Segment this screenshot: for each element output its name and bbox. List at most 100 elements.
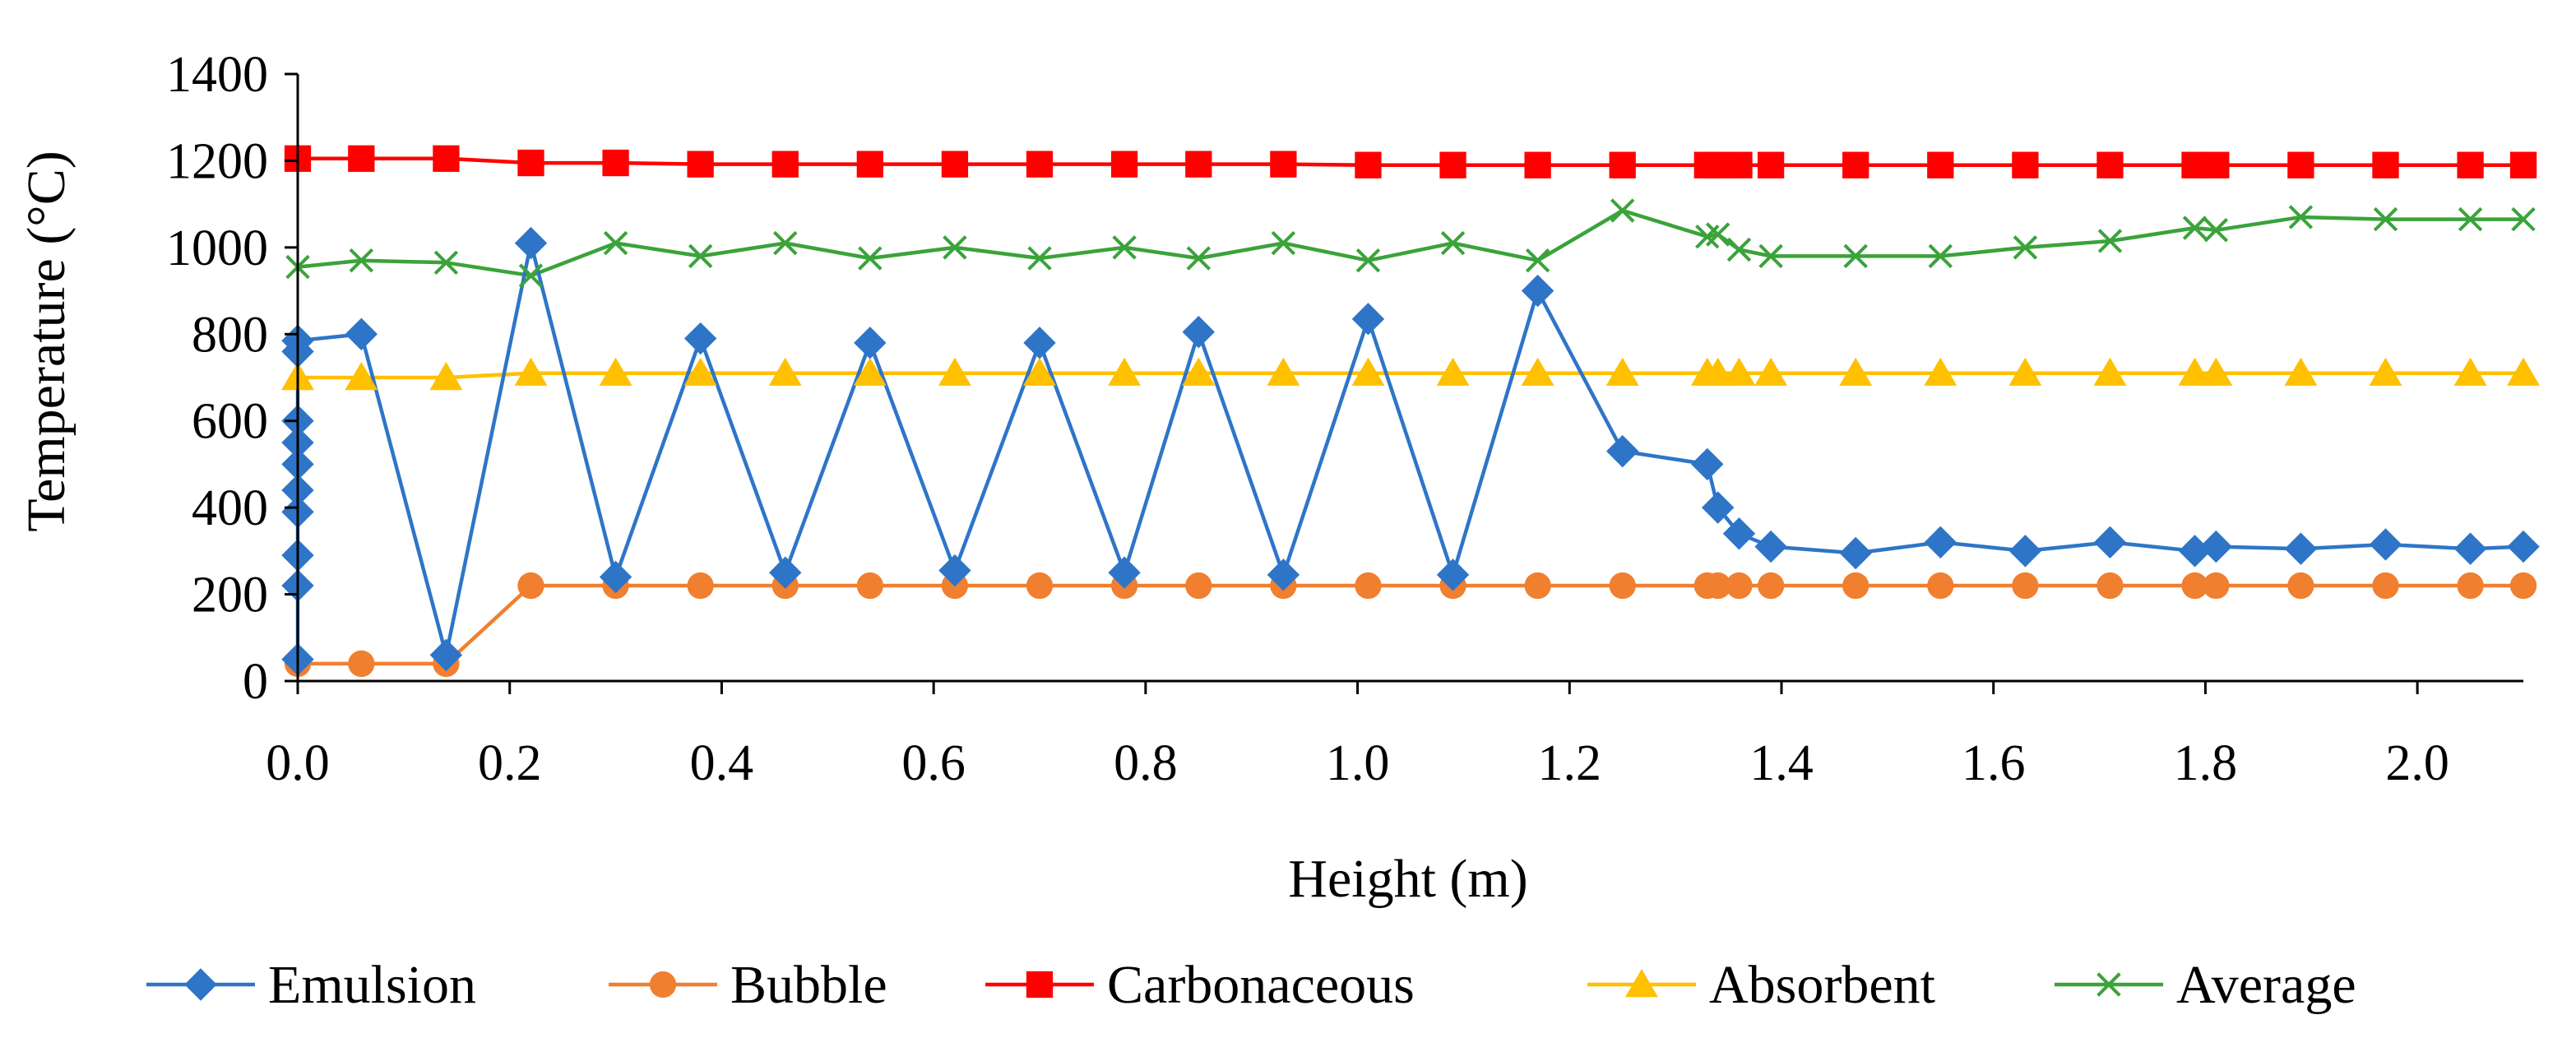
x-marker-stroke	[1186, 246, 1211, 271]
data-point-carbonaceous	[1757, 151, 1785, 178]
data-point-absorbent	[1521, 357, 1554, 386]
data-point-emulsion	[1521, 274, 1554, 308]
data-point-absorbent	[1605, 357, 1639, 386]
data-point-bubble	[2509, 572, 2537, 600]
x-tick-label: 2.0	[2385, 735, 2449, 791]
x-marker-stroke	[1705, 222, 1730, 247]
x-marker-stroke	[2373, 206, 2398, 232]
data-point-bubble	[2372, 572, 2399, 600]
data-point-emulsion	[1267, 558, 1300, 591]
x-axis-title: Height (m)	[1288, 849, 1527, 909]
series-markers-emulsion	[281, 226, 2540, 676]
data-point-emulsion	[2093, 526, 2127, 559]
data-point-absorbent	[1267, 357, 1300, 386]
data-point-bubble	[1842, 572, 1869, 600]
data-point-absorbent	[1436, 357, 1470, 386]
data-point-absorbent	[1701, 357, 1735, 386]
data-point-average	[1758, 243, 1783, 269]
x-marker-stroke	[1843, 243, 1868, 269]
data-point-carbonaceous	[2457, 151, 2484, 178]
x-marker-stroke	[773, 230, 798, 256]
data-point-emulsion	[345, 317, 378, 350]
x-marker-stroke	[603, 230, 628, 256]
data-point-absorbent	[853, 357, 887, 386]
series-markers-absorbent	[281, 357, 2540, 391]
y-tick-label: 1200	[166, 133, 268, 189]
x-marker-stroke	[1027, 246, 1052, 271]
data-point-average	[858, 246, 883, 271]
data-point-bubble	[1185, 572, 1212, 600]
data-point-average	[773, 230, 798, 256]
x-marker-stroke	[858, 246, 883, 271]
data-point-average	[1440, 230, 1466, 256]
data-point-emulsion	[2507, 530, 2540, 563]
x-marker-stroke	[1610, 198, 1635, 223]
data-point-average	[688, 243, 713, 269]
legend-label-emulsion: Emulsion	[268, 955, 476, 1015]
data-point-bubble	[1026, 572, 1054, 600]
data-point-average	[1928, 243, 1953, 269]
data-point-average	[603, 230, 628, 256]
data-point-average	[2097, 229, 2123, 253]
data-point-average	[1186, 246, 1211, 271]
data-point-bubble	[2012, 572, 2039, 600]
x-marker-stroke	[2288, 205, 2314, 229]
legend-label-absorbent: Absorbent	[1709, 955, 1935, 1015]
data-point-emulsion	[1606, 434, 1639, 468]
data-point-absorbent	[1182, 357, 1216, 386]
data-point-absorbent	[2369, 357, 2402, 386]
data-point-average	[2013, 235, 2038, 260]
data-point-carbonaceous	[1355, 151, 1382, 178]
x-marker-stroke	[943, 235, 967, 260]
data-point-carbonaceous	[1842, 151, 1869, 178]
data-point-emulsion	[1754, 530, 1787, 563]
legend-marker-carbonaceous	[1026, 971, 1054, 999]
x-marker-stroke	[1112, 235, 1137, 260]
x-marker-stroke	[2013, 235, 2038, 260]
data-point-emulsion	[683, 322, 717, 355]
series-markers-bubble	[284, 572, 2537, 678]
data-point-average	[2511, 206, 2536, 232]
data-point-average	[349, 248, 374, 273]
data-point-average	[1843, 243, 1868, 269]
data-point-emulsion	[1839, 536, 1872, 570]
x-marker-stroke	[1726, 237, 1752, 262]
x-marker-stroke	[2097, 229, 2123, 253]
data-point-absorbent	[2008, 357, 2042, 386]
x-tick-label: 0.0	[266, 735, 330, 791]
data-point-absorbent	[1754, 357, 1788, 386]
data-point-absorbent	[2093, 357, 2127, 386]
y-tick-label: 200	[192, 568, 268, 623]
data-point-carbonaceous	[602, 149, 629, 177]
data-point-emulsion	[1436, 558, 1470, 591]
data-point-emulsion	[854, 327, 887, 359]
data-point-bubble	[1609, 572, 1636, 600]
data-point-absorbent	[938, 357, 971, 386]
data-point-average	[1112, 235, 1137, 260]
data-point-average	[2288, 205, 2314, 229]
data-point-emulsion	[1108, 556, 1141, 589]
data-point-carbonaceous	[1270, 151, 1297, 178]
data-point-emulsion	[1182, 315, 1215, 349]
data-point-carbonaceous	[2203, 151, 2230, 178]
data-point-emulsion	[2369, 528, 2402, 561]
data-point-average	[433, 250, 459, 276]
legend-label-bubble: Bubble	[730, 955, 887, 1015]
y-tick-label: 0	[243, 654, 268, 710]
data-point-carbonaceous	[517, 149, 544, 177]
data-point-average	[1525, 248, 1550, 273]
plot-markers	[281, 145, 2540, 678]
x-marker-stroke	[688, 243, 713, 269]
data-point-absorbent	[1924, 357, 1957, 386]
legend-marker-absorbent	[1625, 969, 1658, 998]
data-point-emulsion	[429, 638, 463, 672]
x-marker-stroke	[1525, 248, 1550, 273]
legend: Emulsion Bubble Carbonaceous Absorbent Avera…	[146, 955, 2356, 1015]
data-point-average	[1027, 246, 1052, 271]
data-point-average	[2373, 206, 2398, 232]
data-point-bubble	[1355, 572, 1382, 600]
data-point-bubble	[2181, 572, 2208, 600]
data-point-absorbent	[514, 357, 548, 386]
series-markers-average	[285, 198, 2536, 288]
